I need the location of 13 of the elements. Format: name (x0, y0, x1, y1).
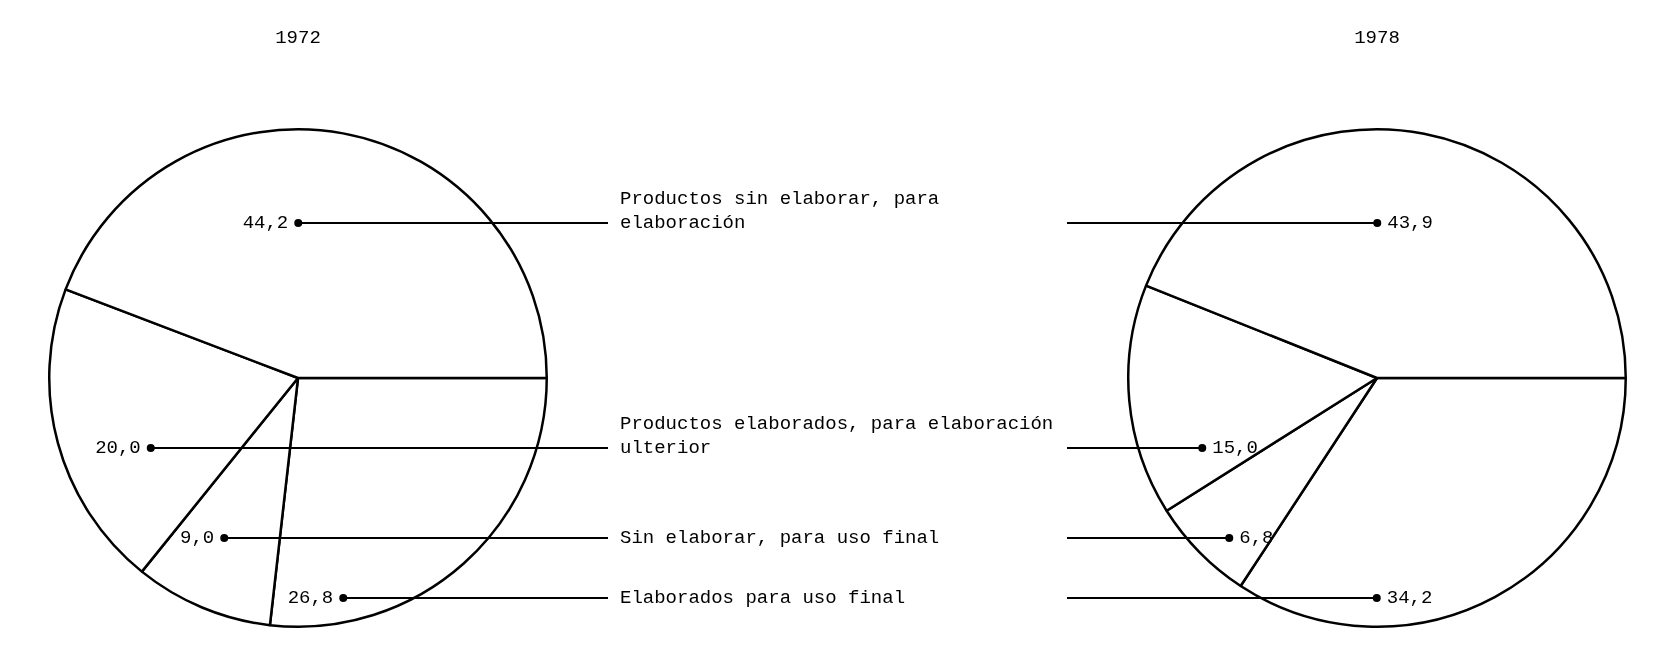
slice-label: Productos elaborados, para elaboración ulterior (620, 412, 1055, 460)
data-label: 20,0 (95, 437, 141, 460)
data-label: 43,9 (1387, 212, 1433, 235)
slice-label: Productos sin elaborar, para elaboración (620, 187, 941, 235)
data-label: 26,8 (287, 587, 334, 610)
slice-label: Sin elaborar, para uso final (620, 526, 941, 550)
data-label: 34,2 (1386, 587, 1433, 610)
data-label: 44,2 (242, 212, 289, 235)
data-label: 9,0 (180, 527, 215, 550)
data-label: 15,0 (1212, 437, 1258, 460)
slice-label: 1978 (1354, 27, 1400, 50)
slice-label: Elaborados para uso final (620, 586, 907, 610)
slice-label: 1972 (275, 27, 321, 50)
